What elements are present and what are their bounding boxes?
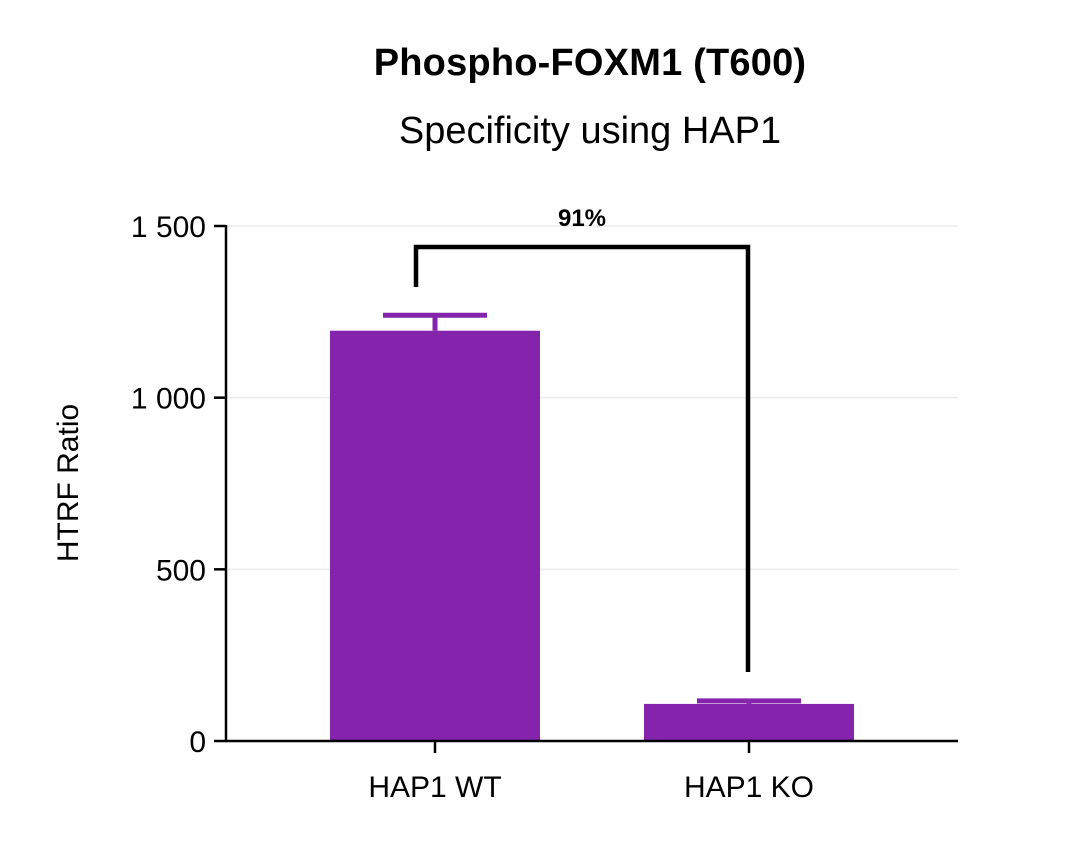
bracket-label: 91% bbox=[558, 205, 606, 232]
x-tick-label: HAP1 KO bbox=[684, 771, 814, 804]
x-tick-labels: HAP1 WT HAP1 KO bbox=[368, 771, 814, 804]
y-axis-label: HTRF Ratio bbox=[52, 404, 85, 562]
chart-title: Phospho-FOXM1 (T600) bbox=[373, 42, 807, 84]
x-tick-label: HAP1 WT bbox=[368, 771, 501, 804]
y-tick-label: 500 bbox=[156, 554, 206, 587]
chart-subtitle: Specificity using HAP1 bbox=[398, 110, 782, 152]
y-tick-label: 1 500 bbox=[131, 211, 206, 244]
bar-1 bbox=[644, 703, 854, 741]
y-tick-label: 1 000 bbox=[131, 383, 206, 416]
y-tick-label: 0 bbox=[189, 726, 206, 759]
bars bbox=[330, 312, 854, 741]
axes bbox=[214, 224, 958, 753]
y-tick-labels: 0 500 1 000 1 500 bbox=[131, 211, 206, 759]
significance-bracket: 91% bbox=[413, 205, 751, 672]
bar-0 bbox=[330, 330, 540, 741]
